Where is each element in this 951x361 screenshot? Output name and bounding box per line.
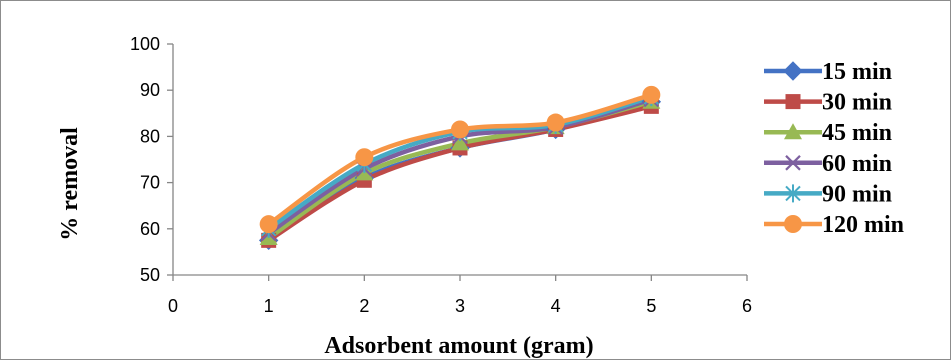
series-markers [258, 85, 662, 251]
x-tick-label: 6 [742, 296, 752, 316]
legend-label: 60 min [822, 151, 892, 177]
series-line-60-min [266, 97, 654, 236]
legend-item-90-min: 90 min [764, 181, 892, 207]
legend-marker [785, 184, 801, 203]
legend-item-45-min: 45 min [764, 120, 892, 146]
data-point-120-min [546, 113, 565, 132]
legend-marker [784, 123, 802, 140]
legend-item-60-min: 60 min [764, 151, 892, 177]
data-point-120-min [451, 120, 469, 139]
legend-marker [785, 94, 801, 110]
legend-label: 90 min [822, 181, 892, 207]
legend-item-15-min: 15 min [764, 59, 892, 85]
x-tick-label: 5 [646, 296, 656, 316]
y-tick-label: 50 [140, 265, 160, 285]
y-tick-label: 60 [140, 219, 160, 239]
y-tick-label: 90 [140, 80, 160, 100]
y-tick-label: 100 [130, 34, 160, 54]
legend-label: 30 min [822, 90, 892, 116]
x-tick-label: 1 [264, 296, 274, 316]
legend-marker [783, 61, 803, 81]
x-tick-label: 0 [168, 296, 178, 316]
x-tick-label: 2 [359, 296, 369, 316]
y-tick-label: 80 [140, 126, 160, 146]
data-point-45-min [451, 134, 469, 151]
x-axis-title: Adsorbent amount (gram) [324, 333, 593, 359]
legend-item-120-min: 120 min [764, 212, 904, 238]
legend-marker [785, 155, 801, 171]
data-point-120-min [259, 215, 278, 234]
data-point-120-min [355, 148, 374, 167]
series-lines [266, 92, 654, 243]
tick-labels: 50 60 70 80 90 100 0 1 2 3 4 5 6 [130, 34, 752, 316]
chart-legend: 15 min 30 min 45 min 60 min 90 min 120 min [764, 59, 904, 238]
legend-label: 45 min [822, 120, 892, 146]
data-point-120-min [642, 85, 661, 104]
chart-axes [167, 43, 748, 281]
x-tick-label: 4 [551, 296, 561, 316]
legend-label: 120 min [822, 212, 904, 238]
y-tick-label: 70 [140, 173, 160, 193]
x-tick-label: 3 [455, 296, 465, 316]
legend-marker [784, 215, 802, 233]
y-axis-title: % removal [57, 127, 83, 241]
legend-label: 15 min [822, 59, 892, 85]
series-line-90-min [266, 94, 654, 232]
legend-item-30-min: 30 min [764, 90, 892, 116]
marker-stroke [785, 155, 801, 171]
